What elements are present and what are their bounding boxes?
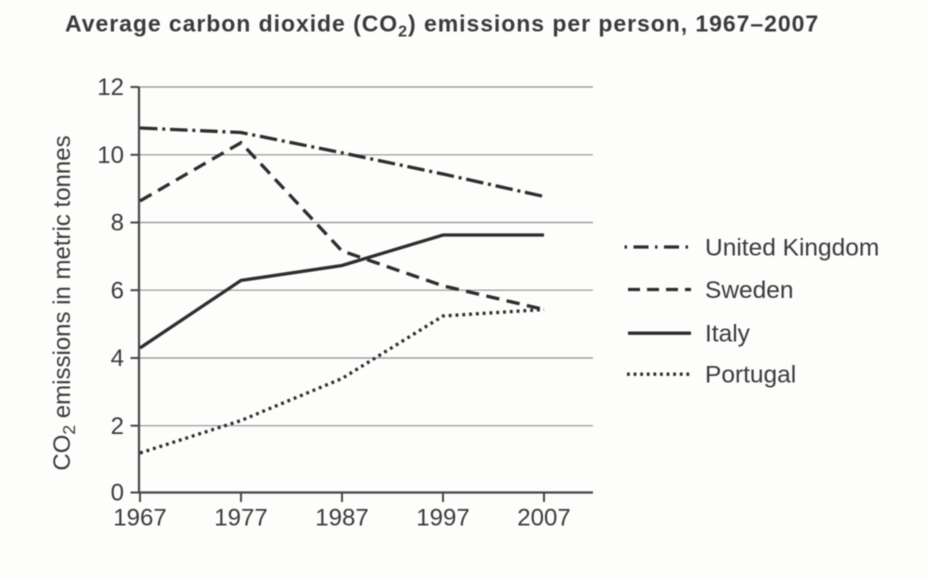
svg-text:0: 0 (111, 480, 124, 507)
svg-text:8: 8 (111, 210, 124, 237)
svg-text:2007: 2007 (517, 505, 570, 532)
svg-text:12: 12 (97, 74, 124, 101)
svg-text:6: 6 (111, 277, 124, 304)
svg-text:Portugal: Portugal (705, 362, 796, 389)
svg-text:Italy: Italy (705, 321, 751, 348)
svg-text:Sweden: Sweden (705, 277, 794, 304)
svg-text:4: 4 (111, 345, 124, 372)
svg-text:Average carbon dioxide (CO2) e: Average carbon dioxide (CO2) emissions p… (65, 11, 819, 41)
svg-text:2: 2 (111, 413, 124, 440)
svg-text:United Kingdom: United Kingdom (705, 234, 879, 261)
svg-text:CO2 emissions in metric tonnes: CO2 emissions in metric tonnes (49, 135, 79, 470)
svg-text:1977: 1977 (214, 505, 267, 532)
svg-text:1997: 1997 (416, 505, 469, 532)
svg-text:1987: 1987 (315, 505, 368, 532)
svg-text:1967: 1967 (113, 505, 166, 532)
svg-text:10: 10 (97, 142, 124, 169)
